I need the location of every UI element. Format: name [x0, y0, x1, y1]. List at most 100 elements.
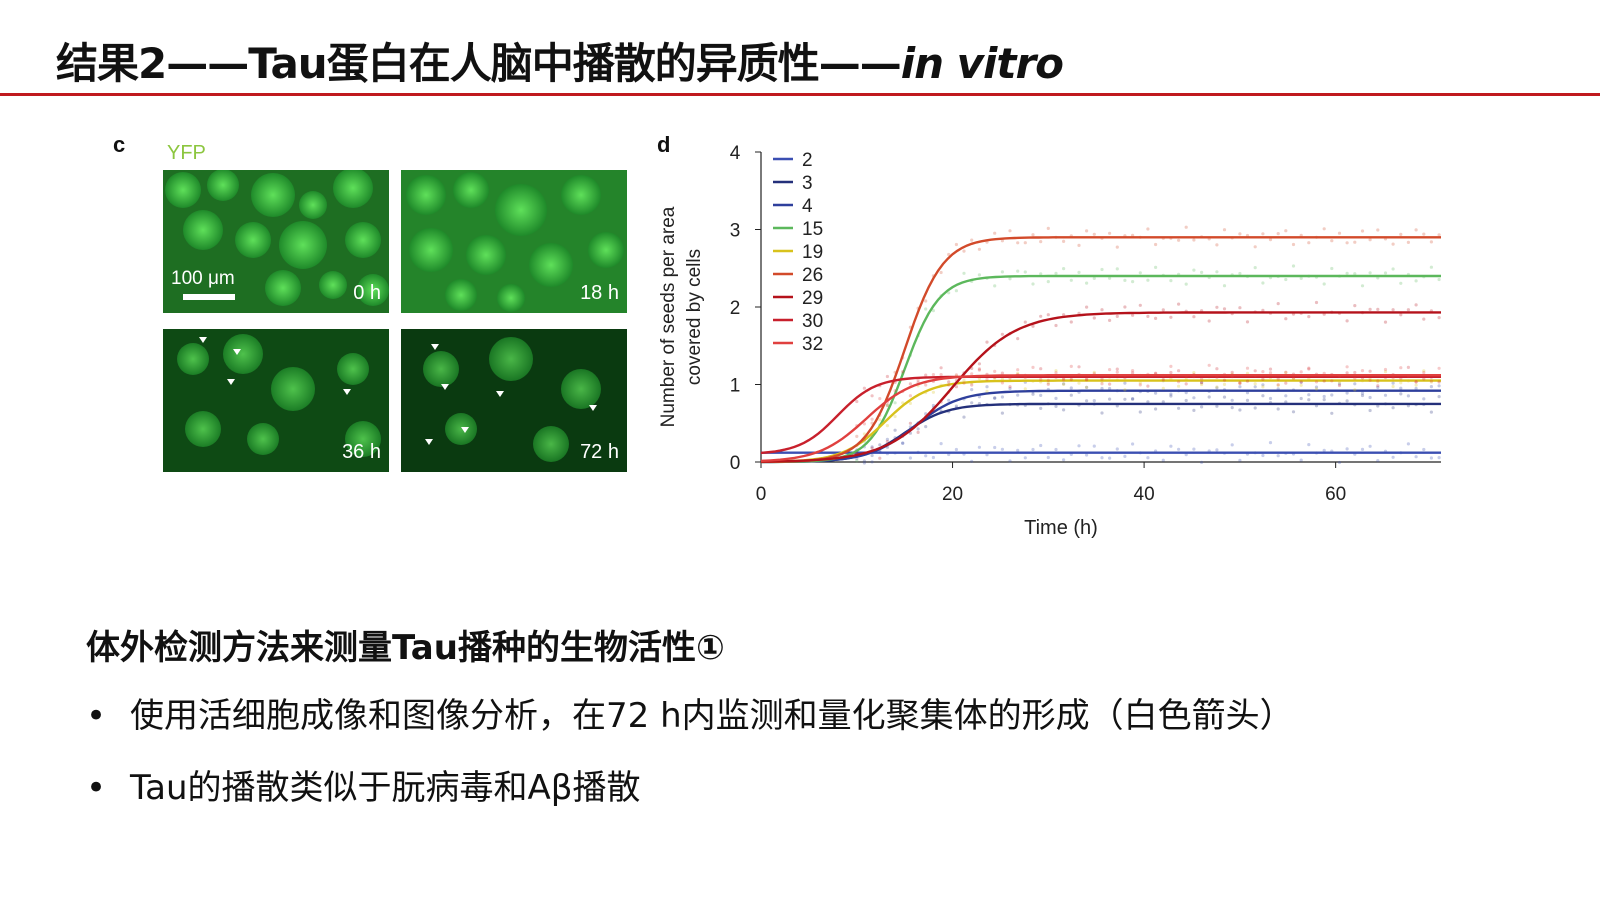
panel-d-letter: d [657, 132, 671, 157]
series-30-point [1253, 369, 1257, 373]
series-15-point [1146, 278, 1150, 282]
series-19-point [1314, 387, 1319, 391]
series-3-point [1437, 395, 1441, 399]
bullet-icon: • [86, 696, 107, 736]
arrowhead-icon [461, 427, 469, 433]
series-30-point [1337, 383, 1342, 388]
series-26-point [1268, 238, 1273, 242]
series-32-point [1177, 380, 1181, 384]
arrowhead-icon [589, 405, 597, 411]
series-30-point [1368, 369, 1372, 373]
series-15-point [924, 307, 928, 311]
series-32-point [1200, 377, 1204, 381]
series-2-point [870, 460, 874, 464]
series-30-point [870, 394, 874, 398]
series-4-point [985, 385, 989, 389]
series-4-point [993, 396, 997, 400]
series-4-point [1069, 386, 1073, 390]
x-tick-label: 40 [1134, 484, 1155, 505]
series-30-point [1161, 378, 1165, 382]
series-32-point [1100, 382, 1104, 386]
series-3-point [1230, 406, 1234, 410]
series-19-line [760, 379, 1441, 463]
series-26-point [1291, 242, 1296, 247]
series-19-point [878, 418, 882, 422]
cell-texture [401, 329, 627, 472]
series-4-point [1268, 396, 1273, 401]
series-32-point [1368, 378, 1372, 382]
series-30-point [908, 382, 912, 386]
series-30-point [1222, 378, 1227, 382]
series-32-point [908, 394, 912, 398]
series-2-point [1345, 447, 1349, 451]
series-30-point [1437, 380, 1441, 384]
series-32-point [1054, 371, 1058, 375]
series-26-point [1422, 232, 1426, 236]
series-15-point [1261, 281, 1265, 285]
series-4-point [1422, 397, 1426, 401]
series-30-point [1345, 371, 1349, 375]
series-30-point [1268, 367, 1273, 371]
series-19-point [1138, 381, 1142, 385]
series-26-point [1222, 228, 1227, 232]
series-15-point [1360, 284, 1365, 288]
series-30-point [1215, 367, 1219, 371]
series-4-point [1399, 386, 1403, 390]
micrograph-0h: 100 μm 0 h [163, 170, 389, 313]
series-15-point [931, 309, 935, 313]
series-32-point [1291, 376, 1296, 380]
series-29-point [1054, 323, 1058, 328]
x-tick-label: 60 [1325, 484, 1346, 505]
series-26-point [1039, 240, 1043, 244]
series-30-point [1115, 367, 1119, 371]
series-2-point [901, 441, 905, 445]
series-2-point [1115, 447, 1119, 451]
cell-texture [163, 170, 389, 313]
series-32-point [954, 373, 958, 377]
series-32-point [985, 377, 989, 381]
series-30-point [1077, 365, 1081, 369]
series-29-point [1016, 337, 1020, 341]
frame-time-label: 72 h [580, 441, 619, 463]
series-29-point [977, 362, 981, 366]
series-32-point [1069, 364, 1073, 368]
series-19-point [1123, 388, 1127, 392]
series-15-point [893, 401, 897, 405]
series-19-point [1276, 383, 1280, 387]
series-26-point [1184, 225, 1188, 229]
series-3-point [1253, 406, 1257, 410]
series-26-point [924, 299, 928, 303]
series-4-point [862, 461, 866, 465]
series-15-point [1115, 267, 1119, 271]
legend-label: 32 [802, 334, 823, 355]
series-32-point [947, 383, 951, 387]
series-29-point [1422, 317, 1426, 321]
series-29-point [1000, 332, 1004, 336]
series-4-point [954, 406, 958, 410]
series-32-point [1000, 381, 1004, 385]
series-30-point [1414, 380, 1418, 384]
series-32-point [962, 381, 966, 385]
series-3-point [1039, 406, 1043, 410]
series-15-point [1399, 281, 1403, 285]
series-26-point [962, 249, 966, 253]
series-4-point [1154, 391, 1158, 395]
y-tick-label: 1 [730, 376, 741, 397]
series-32-point [993, 369, 997, 373]
series-3-point [1146, 400, 1150, 404]
series-2-point [1077, 444, 1081, 448]
series-3-point [878, 443, 882, 447]
series-15-point [1200, 270, 1204, 274]
series-26-point [1046, 226, 1050, 230]
series-32-point [1429, 379, 1433, 383]
series-30-point [1154, 371, 1158, 375]
series-2-point [954, 447, 958, 452]
series-2-point [1337, 460, 1342, 465]
arrowhead-icon [425, 439, 433, 445]
series-2-point [993, 445, 997, 450]
micrograph-18h: 18 h [401, 170, 627, 313]
series-32-point [970, 372, 974, 376]
series-2-point [1100, 456, 1104, 460]
legend-label: 26 [802, 265, 823, 286]
x-axis-label: Time (h) [1024, 517, 1098, 539]
